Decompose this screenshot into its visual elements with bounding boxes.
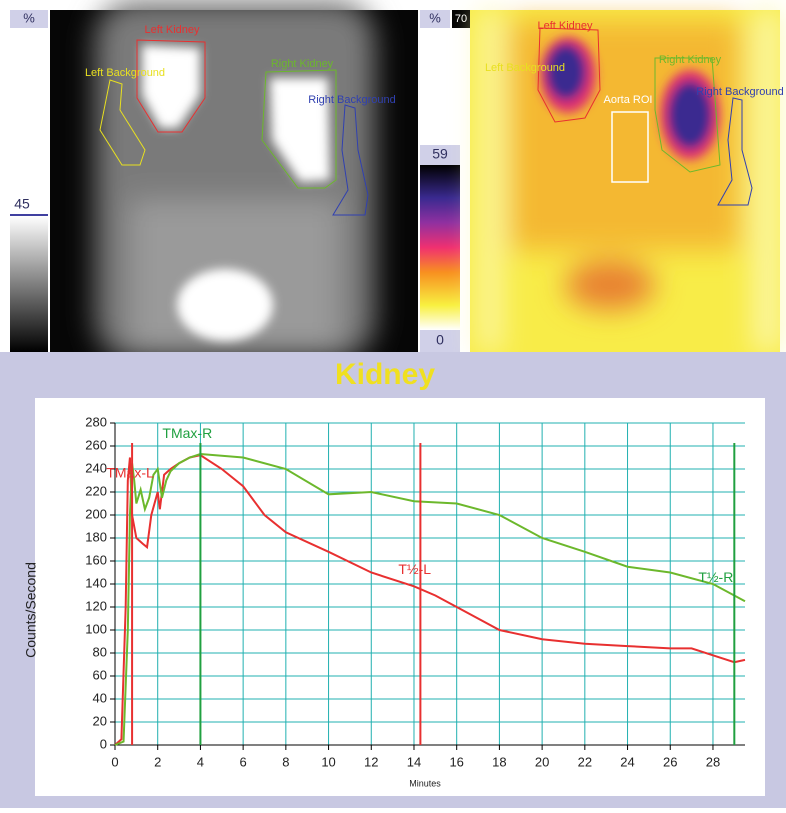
x-tick-label: 0 <box>111 754 118 769</box>
scale-box <box>420 330 460 352</box>
y-tick-label: 0 <box>100 736 107 751</box>
y-tick-label: 220 <box>85 483 107 498</box>
roi-label: Right Background <box>696 86 783 98</box>
y-tick-label: 80 <box>93 644 107 659</box>
marker-label: T½-R <box>698 569 733 585</box>
x-tick-label: 26 <box>663 754 677 769</box>
x-tick-label: 6 <box>240 754 247 769</box>
x-tick-label: 8 <box>282 754 289 769</box>
roi-label: Left Kidney <box>144 24 200 36</box>
scale-label: 45 <box>14 196 30 212</box>
roi-label: Right Kidney <box>659 54 722 66</box>
x-tick-label: 2 <box>154 754 161 769</box>
x-tick-label: 12 <box>364 754 378 769</box>
y-tick-label: 100 <box>85 621 107 636</box>
marker-label: T½-L <box>398 561 431 577</box>
y-tick-label: 160 <box>85 552 107 567</box>
roi-label: Left Background <box>485 62 565 74</box>
unit-box <box>10 10 48 28</box>
roi-outline <box>261 69 337 189</box>
bladder <box>177 269 273 341</box>
roi-outline <box>537 27 601 123</box>
y-tick-label: 260 <box>85 437 107 452</box>
x-tick-label: 28 <box>706 754 720 769</box>
series-line <box>114 454 746 746</box>
x-tick-label: 14 <box>407 754 421 769</box>
roi-outline <box>332 104 369 216</box>
series-line <box>114 453 746 746</box>
y-tick-label: 240 <box>85 460 107 475</box>
y-tick-label: 60 <box>93 667 107 682</box>
kidney-hot <box>142 45 200 128</box>
x-tick-label: 10 <box>321 754 335 769</box>
unit: % <box>429 10 441 25</box>
kidney-hot <box>270 78 330 182</box>
y-tick-label: 280 <box>85 414 107 429</box>
unit: % <box>23 10 35 25</box>
roi-outline <box>654 57 721 173</box>
gray-scale <box>10 216 48 352</box>
roi-outline <box>611 111 649 183</box>
marker-label: TMax-L <box>106 464 154 480</box>
color-scale <box>420 165 460 330</box>
roi-label: Right Background <box>308 94 395 106</box>
roi-label: Left Kidney <box>537 20 593 32</box>
x-axis-label: Minutes <box>409 778 441 788</box>
scale-box <box>420 145 460 165</box>
roi-label: Right Kidney <box>271 58 334 70</box>
x-tick-label: 16 <box>449 754 463 769</box>
y-tick-label: 120 <box>85 598 107 613</box>
unit-box <box>420 10 450 28</box>
y-tick-label: 20 <box>93 713 107 728</box>
roi-outline <box>136 39 206 133</box>
marker-label: TMax-R <box>162 425 212 441</box>
chart-title: Kidney <box>335 358 435 391</box>
roi-label: Aorta ROI <box>604 94 653 106</box>
kidney-activity <box>540 37 720 160</box>
scale-top: 59 <box>432 146 448 162</box>
y-tick-label: 140 <box>85 575 107 590</box>
x-tick-label: 22 <box>578 754 592 769</box>
roi-outline <box>99 79 146 166</box>
max-label: 70 <box>455 13 467 25</box>
y-tick-label: 200 <box>85 506 107 521</box>
scale-bottom: 0 <box>436 332 444 348</box>
plot-panel <box>35 398 765 796</box>
y-tick-label: 180 <box>85 529 107 544</box>
y-tick-label: 40 <box>93 690 107 705</box>
x-tick-label: 4 <box>197 754 204 769</box>
max-box <box>452 10 470 28</box>
x-tick-label: 20 <box>535 754 549 769</box>
y-axis-label: Counts/Second <box>23 562 39 658</box>
x-tick-label: 18 <box>492 754 506 769</box>
x-tick-label: 24 <box>620 754 634 769</box>
roi-outline <box>717 97 753 206</box>
roi-label: Left Background <box>85 67 165 79</box>
